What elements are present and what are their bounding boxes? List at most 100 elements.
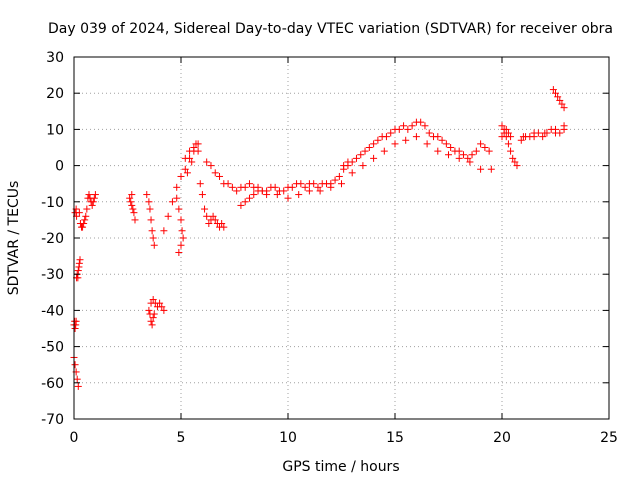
data-point xyxy=(149,296,157,304)
data-point xyxy=(211,169,219,177)
data-point xyxy=(150,310,158,318)
data-point xyxy=(554,93,562,101)
data-point xyxy=(466,158,474,166)
data-point xyxy=(305,187,313,195)
data-point xyxy=(504,129,512,137)
data-point xyxy=(348,158,356,166)
data-point xyxy=(447,144,455,151)
data-point xyxy=(71,325,79,332)
data-point xyxy=(539,133,547,141)
data-point xyxy=(502,125,510,133)
data-point xyxy=(327,183,335,191)
y-tick-label: -60 xyxy=(41,376,64,392)
data-point xyxy=(149,234,157,242)
data-point xyxy=(530,133,538,141)
data-point xyxy=(335,172,343,180)
data-point xyxy=(284,194,292,202)
data-point xyxy=(83,205,91,213)
data-point xyxy=(331,176,339,184)
data-point xyxy=(186,147,194,155)
data-point xyxy=(73,375,81,383)
axis-ticks: 0 5 10 15 20 25 -70 -60 -50 -40 -30 -20 -10 0 10 20 30 xyxy=(41,50,618,446)
chart-title: Day 039 of 2024, Sidereal Day-to-day VTE… xyxy=(48,21,613,37)
y-tick-label: 10 xyxy=(46,122,64,138)
data-point xyxy=(181,165,189,173)
data-point xyxy=(245,180,253,188)
data-point xyxy=(149,314,157,322)
data-point xyxy=(82,212,90,220)
data-point xyxy=(145,198,153,206)
x-tick-label: 25 xyxy=(600,430,618,446)
data-point xyxy=(168,198,176,206)
data-point xyxy=(74,382,82,390)
data-point xyxy=(507,147,515,155)
data-point xyxy=(211,216,219,224)
data-point xyxy=(190,144,198,151)
data-point xyxy=(76,256,84,264)
data-point xyxy=(201,205,209,213)
data-point xyxy=(534,129,542,137)
data-point xyxy=(504,140,512,148)
data-point xyxy=(158,303,166,311)
data-point xyxy=(250,191,258,199)
data-point xyxy=(455,147,463,155)
data-point xyxy=(150,241,158,249)
data-point xyxy=(442,140,450,148)
data-point xyxy=(145,306,153,314)
data-point xyxy=(175,205,183,213)
data-point xyxy=(143,191,151,199)
data-point xyxy=(160,227,168,235)
data-points xyxy=(70,86,568,390)
data-point xyxy=(511,158,519,166)
y-tick-label: -20 xyxy=(41,231,64,247)
y-tick-label: -50 xyxy=(41,340,64,356)
y-tick-label: -30 xyxy=(41,267,64,283)
data-point xyxy=(459,151,467,159)
data-point xyxy=(288,183,296,191)
y-axis-label: SDTVAR / TECUs xyxy=(6,181,22,296)
data-point xyxy=(455,154,463,162)
data-point xyxy=(127,198,135,206)
data-point xyxy=(156,299,164,307)
data-point xyxy=(295,191,303,199)
x-tick-label: 15 xyxy=(386,430,404,446)
data-point xyxy=(297,180,305,188)
data-point xyxy=(485,147,493,155)
data-point xyxy=(75,259,83,267)
data-point xyxy=(205,220,213,228)
data-point xyxy=(434,133,442,141)
data-point xyxy=(513,162,521,170)
data-point xyxy=(224,180,232,188)
data-point xyxy=(173,194,181,202)
data-point xyxy=(146,205,154,213)
data-point xyxy=(556,96,564,104)
data-point xyxy=(552,129,559,137)
data-point xyxy=(207,162,215,170)
data-point xyxy=(400,122,408,130)
data-point xyxy=(147,216,155,224)
data-point xyxy=(391,140,399,148)
data-point xyxy=(203,158,211,166)
data-point xyxy=(74,274,82,282)
data-point xyxy=(198,191,206,199)
data-point xyxy=(340,162,348,170)
data-point xyxy=(271,183,279,191)
data-point xyxy=(160,306,168,314)
data-point xyxy=(477,165,485,173)
data-point xyxy=(126,194,134,202)
data-point xyxy=(164,212,172,220)
data-point xyxy=(359,162,367,170)
data-point xyxy=(178,227,186,235)
data-point xyxy=(316,187,324,195)
data-point xyxy=(549,86,557,94)
data-point xyxy=(487,165,495,173)
data-point xyxy=(228,183,236,191)
data-point xyxy=(181,154,189,162)
data-point xyxy=(498,133,506,141)
x-tick-label: 0 xyxy=(70,430,79,446)
data-point xyxy=(438,136,446,144)
data-point xyxy=(348,169,356,177)
y-tick-label: 0 xyxy=(55,159,64,175)
data-point xyxy=(148,227,156,235)
data-point xyxy=(241,183,249,191)
